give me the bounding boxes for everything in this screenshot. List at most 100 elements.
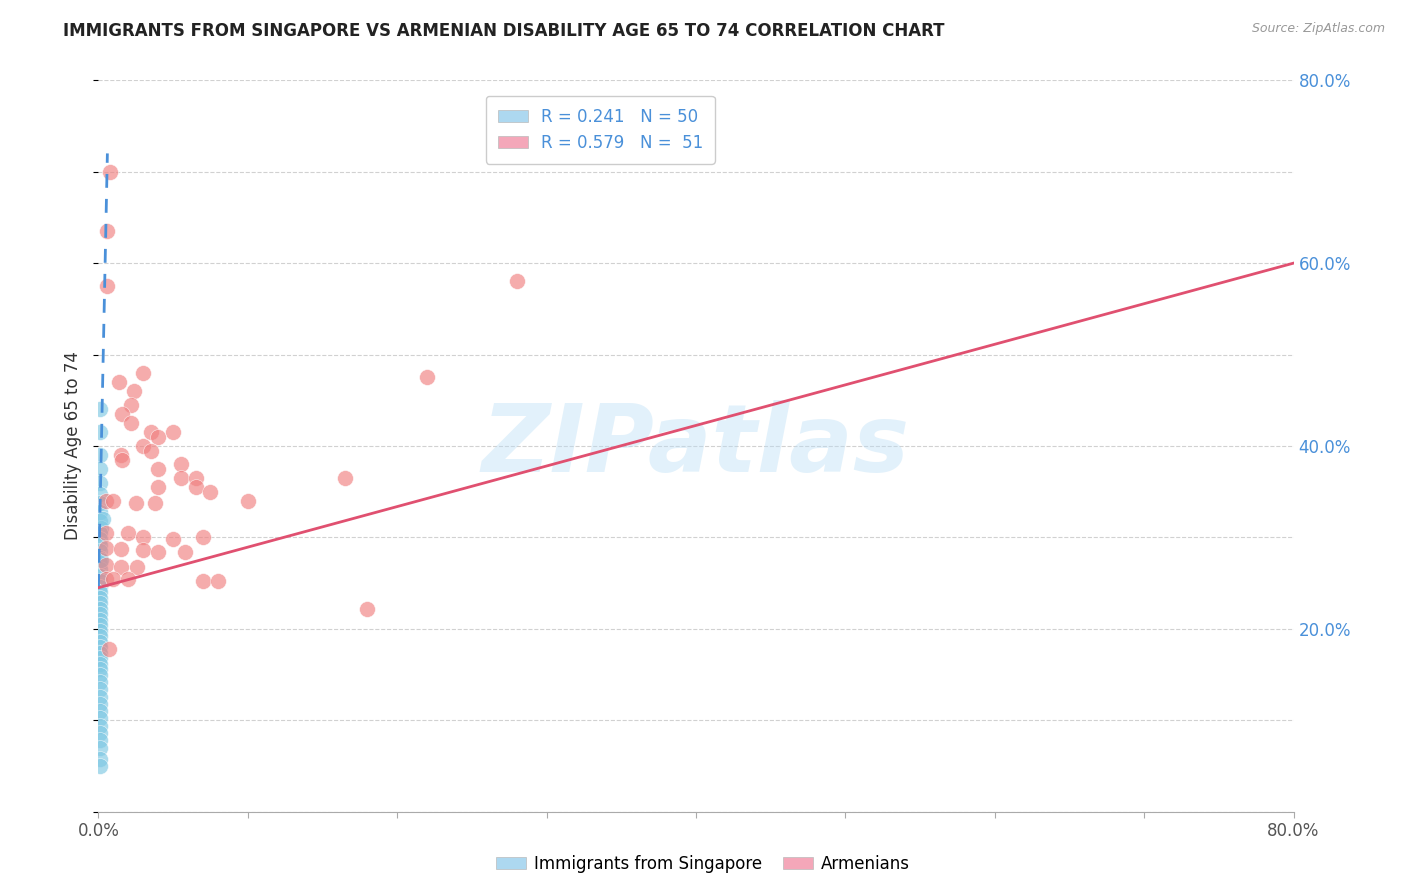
Point [207, 574, 229, 589]
Point [169, 457, 191, 471]
Point [89, 425, 111, 440]
Point [148, 545, 170, 559]
Point [89, 601, 111, 615]
Point [191, 530, 214, 544]
Point [89, 662, 111, 676]
Point [89, 667, 111, 681]
Point [91, 512, 114, 526]
Point [89, 550, 111, 565]
Point [89, 618, 111, 632]
Point [89, 402, 111, 417]
Point [89, 585, 111, 599]
Point [89, 533, 111, 547]
Point [132, 439, 155, 453]
Point [117, 525, 139, 540]
Point [89, 596, 111, 610]
Text: IMMIGRANTS FROM SINGAPORE VS ARMENIAN DISABILITY AGE 65 TO 74 CORRELATION CHART: IMMIGRANTS FROM SINGAPORE VS ARMENIAN DI… [63, 22, 945, 40]
Point [89, 690, 111, 704]
Point [94, 558, 117, 572]
Point [94, 541, 117, 556]
Point [174, 545, 197, 559]
Point [89, 624, 111, 638]
Point [127, 559, 149, 574]
Point [111, 452, 134, 467]
Point [169, 471, 191, 485]
Legend: Immigrants from Singapore, Armenians: Immigrants from Singapore, Armenians [489, 848, 917, 880]
Point [89, 448, 111, 462]
Point [89, 719, 111, 733]
Point [506, 275, 529, 289]
Point [162, 533, 184, 547]
Text: ZIPatlas: ZIPatlas [482, 400, 910, 492]
Point [89, 475, 111, 490]
Point [110, 448, 132, 462]
Point [89, 704, 111, 718]
Point [132, 366, 155, 380]
Point [89, 538, 111, 552]
Point [89, 591, 111, 605]
Point [89, 733, 111, 747]
Point [89, 697, 111, 711]
Point [143, 496, 166, 510]
Point [89, 496, 111, 510]
Point [89, 462, 111, 476]
Point [89, 505, 111, 519]
Point [89, 613, 111, 627]
Point [110, 542, 132, 557]
Point [89, 544, 111, 558]
Point [200, 484, 222, 499]
Point [89, 525, 111, 540]
Point [89, 640, 111, 655]
Point [148, 430, 170, 444]
Point [184, 480, 207, 494]
Point [120, 398, 142, 412]
Point [139, 425, 162, 440]
Point [356, 601, 378, 615]
Point [89, 740, 111, 755]
Point [162, 425, 184, 440]
Point [111, 407, 134, 421]
Point [124, 384, 146, 398]
Point [89, 580, 111, 594]
Point [89, 486, 111, 500]
Point [132, 530, 155, 544]
Point [108, 375, 131, 389]
Point [89, 711, 111, 725]
Point [89, 562, 111, 576]
Point [103, 494, 125, 508]
Point [89, 607, 111, 622]
Point [96, 224, 118, 238]
Point [120, 416, 142, 430]
Point [97, 642, 120, 657]
Point [94, 494, 117, 508]
Point [110, 559, 132, 574]
Legend: R = 0.241   N = 50, R = 0.579   N =  51: R = 0.241 N = 50, R = 0.579 N = 51 [486, 96, 714, 163]
Point [236, 494, 259, 508]
Point [89, 556, 111, 570]
Point [90, 521, 112, 535]
Point [89, 634, 111, 648]
Point [94, 525, 117, 540]
Y-axis label: Disability Age 65 to 74: Disability Age 65 to 74 [65, 351, 83, 541]
Point [89, 752, 111, 766]
Point [89, 657, 111, 671]
Point [191, 574, 214, 589]
Point [148, 480, 170, 494]
Point [103, 572, 125, 586]
Point [96, 279, 118, 293]
Text: Source: ZipAtlas.com: Source: ZipAtlas.com [1251, 22, 1385, 36]
Point [94, 572, 117, 586]
Point [132, 543, 155, 558]
Point [89, 759, 111, 773]
Point [89, 726, 111, 740]
Point [90, 553, 112, 567]
Point [89, 651, 111, 665]
Point [89, 574, 111, 589]
Point [125, 496, 148, 510]
Point [148, 462, 170, 476]
Point [416, 370, 439, 384]
Point [89, 674, 111, 689]
Point [139, 443, 162, 458]
Point [89, 514, 111, 528]
Point [89, 629, 111, 643]
